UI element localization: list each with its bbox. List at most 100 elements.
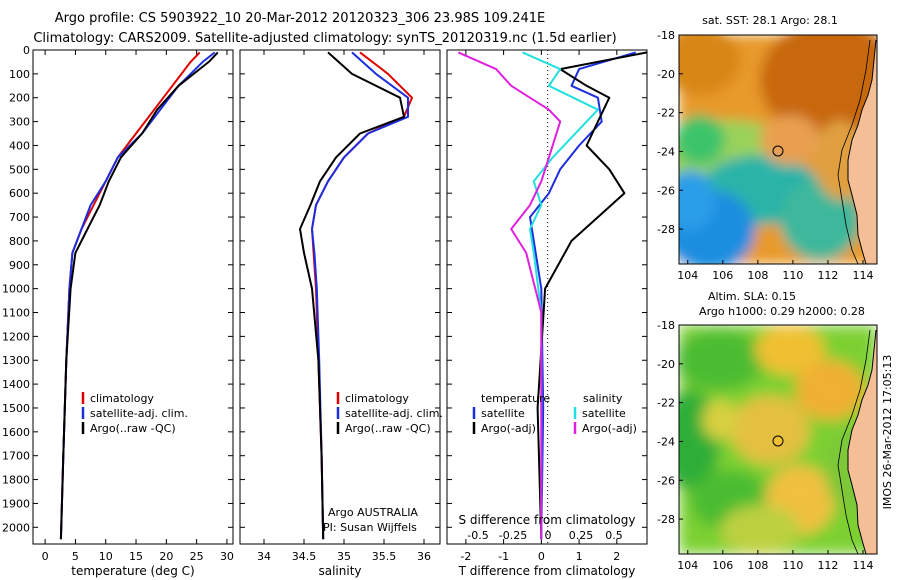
difference-top-ticks: -0.5 -0.25 0 0.25 0.5 (467, 529, 622, 542)
depth-tick-label: 1900 (2, 497, 30, 510)
x-tick-label: -2 (460, 550, 471, 563)
series-line (59, 51, 216, 540)
x-tick-label: 5 (72, 550, 79, 563)
legend-s-sat-label: satellite (582, 407, 626, 420)
x-tick-label: 10 (99, 550, 113, 563)
x-tick-label: 20 (159, 550, 173, 563)
depth-tick-label: 1800 (2, 474, 30, 487)
depth-tick-label: 200 (9, 92, 30, 105)
temperature-series (59, 51, 219, 540)
legend-title-temperature: temperature (481, 392, 550, 405)
difference-legend: temperature salinity satellite Argo(-adj… (472, 392, 637, 435)
difference-series (457, 51, 648, 540)
lon-tick-label: 108 (747, 269, 768, 282)
legend-sat-label: satellite-adj. clim. (90, 407, 188, 420)
coastline (847, 39, 877, 264)
lat-tick-label: -22 (657, 397, 675, 410)
x-tick-label: 2 (613, 550, 620, 563)
depth-tick-label: 900 (9, 259, 30, 272)
legend-argo-label: Argo(..raw -QC) (90, 422, 176, 435)
bathymetry-contour (837, 39, 871, 264)
salinity-panel: 34 34.5 35 35.5 36 salinity climatology sate… (239, 49, 443, 578)
legend-clim-label: climatology (90, 392, 154, 405)
series-line (522, 51, 599, 540)
x-tick-label: -1 (498, 550, 509, 563)
salinity-x-axis: 34 34.5 35 35.5 36 (257, 50, 431, 563)
lat-tick-label: -22 (657, 107, 675, 120)
temperature-xlabel: temperature (deg C) (71, 564, 194, 578)
lon-tick-label: 110 (782, 559, 803, 572)
sst-map: sat. SST: 28.1 Argo: 28.1 104 106 108 110 11… (657, 14, 878, 282)
depth-tick-label: 1600 (2, 426, 30, 439)
lon-tick-label: 106 (712, 269, 733, 282)
x-tick-label: 25 (190, 550, 204, 563)
lat-tick-label: -26 (657, 474, 675, 487)
temperature-legend: climatology satellite-adj. clim. Argo(..… (81, 392, 188, 435)
salinity-legend: climatology satellite-adj. clim. Argo(..… (336, 392, 443, 435)
sla-map-axes: 104 106 108 110 112 114 -18 -20 -22 -24 -26 -28 (657, 319, 873, 572)
legend-t-argo-label: Argo(-adj) (481, 422, 536, 435)
depth-tick-label: 0 (23, 44, 30, 57)
lat-tick-label: -24 (657, 145, 675, 158)
legend-s-argo-label: Argo(-adj) (582, 422, 637, 435)
depth-tick-label: 1500 (2, 402, 30, 415)
temperature-x-axis: 0 5 10 15 20 25 30 (42, 50, 234, 563)
x-tick-label: 35 (337, 550, 351, 563)
difference-depth-ticks (447, 49, 647, 528)
sst-map-axes: 104 106 108 110 112 114 -18 -20 -22 -24 -26 -28 (657, 29, 873, 282)
lat-tick-label: -24 (657, 435, 675, 448)
x-tick-label: 34.5 (292, 550, 317, 563)
lon-tick-label: 106 (712, 559, 733, 572)
x-tick-label: 36 (417, 550, 431, 563)
sst-map-frame (678, 34, 878, 265)
depth-tick-label: 1000 (2, 283, 30, 296)
lat-tick-label: -20 (657, 68, 675, 81)
lon-tick-label: 104 (677, 559, 698, 572)
argo-location-marker (772, 435, 784, 447)
series-line (59, 51, 219, 540)
series-line (529, 51, 636, 540)
depth-tick-label: 1300 (2, 354, 30, 367)
sst-map-title: sat. SST: 28.1 Argo: 28.1 (702, 14, 838, 27)
series-line (536, 51, 648, 540)
s-tick-label: 0 (545, 529, 552, 542)
depth-axis: 0 100 200 300 400 500 600 700 800 900 1000 1100 1200… (2, 44, 233, 534)
lon-tick-label: 112 (817, 269, 838, 282)
x-tick-label: 15 (129, 550, 143, 563)
title-line-1: Argo profile: CS 5903922_10 20-Mar-2012 … (55, 11, 545, 26)
sla-map-frame (678, 324, 878, 555)
temperature-panel: 0100200300400500600700800900100011001200… (2, 44, 234, 578)
salinity-series (299, 51, 413, 540)
lat-tick-label: -28 (657, 223, 675, 236)
sla-map-title-2: Argo h1000: 0.29 h2000: 0.28 (699, 305, 865, 318)
series-line (59, 51, 201, 540)
x-tick-label: 34 (257, 550, 271, 563)
depth-tick-label: 500 (9, 163, 30, 176)
depth-tick-label: 1200 (2, 330, 30, 343)
lon-tick-label: 114 (852, 269, 873, 282)
salinity-axes-frame (239, 49, 441, 545)
lon-tick-label: 110 (782, 269, 803, 282)
depth-tick-label: 400 (9, 139, 30, 152)
legend-t-sat-label: satellite (481, 407, 525, 420)
depth-tick-label: 800 (9, 235, 30, 248)
annotation-argo-australia: Argo AUSTRALIA (328, 506, 418, 519)
difference-xlabel: T difference from climatology (458, 564, 636, 578)
x-tick-label: 1 (576, 550, 583, 563)
s-tick-label: 0.5 (605, 529, 623, 542)
legend-title-salinity: salinity (583, 392, 623, 405)
legend-argo-label: Argo(..raw -QC) (345, 422, 431, 435)
s-tick-label: -0.5 (467, 529, 488, 542)
series-line (299, 51, 405, 540)
legend-clim-label: climatology (345, 392, 409, 405)
depth-tick-label: 1400 (2, 378, 30, 391)
lat-tick-label: -20 (657, 358, 675, 371)
depth-tick-label: 600 (9, 187, 30, 200)
depth-tick-label: 100 (9, 68, 30, 81)
x-tick-label: 35.5 (372, 550, 397, 563)
temperature-axes-frame (32, 49, 234, 545)
x-tick-label: 0 (538, 550, 545, 563)
legend-sat-label: satellite-adj. clim. (345, 407, 443, 420)
lat-tick-label: -28 (657, 513, 675, 526)
depth-tick-label: 2000 (2, 521, 30, 534)
